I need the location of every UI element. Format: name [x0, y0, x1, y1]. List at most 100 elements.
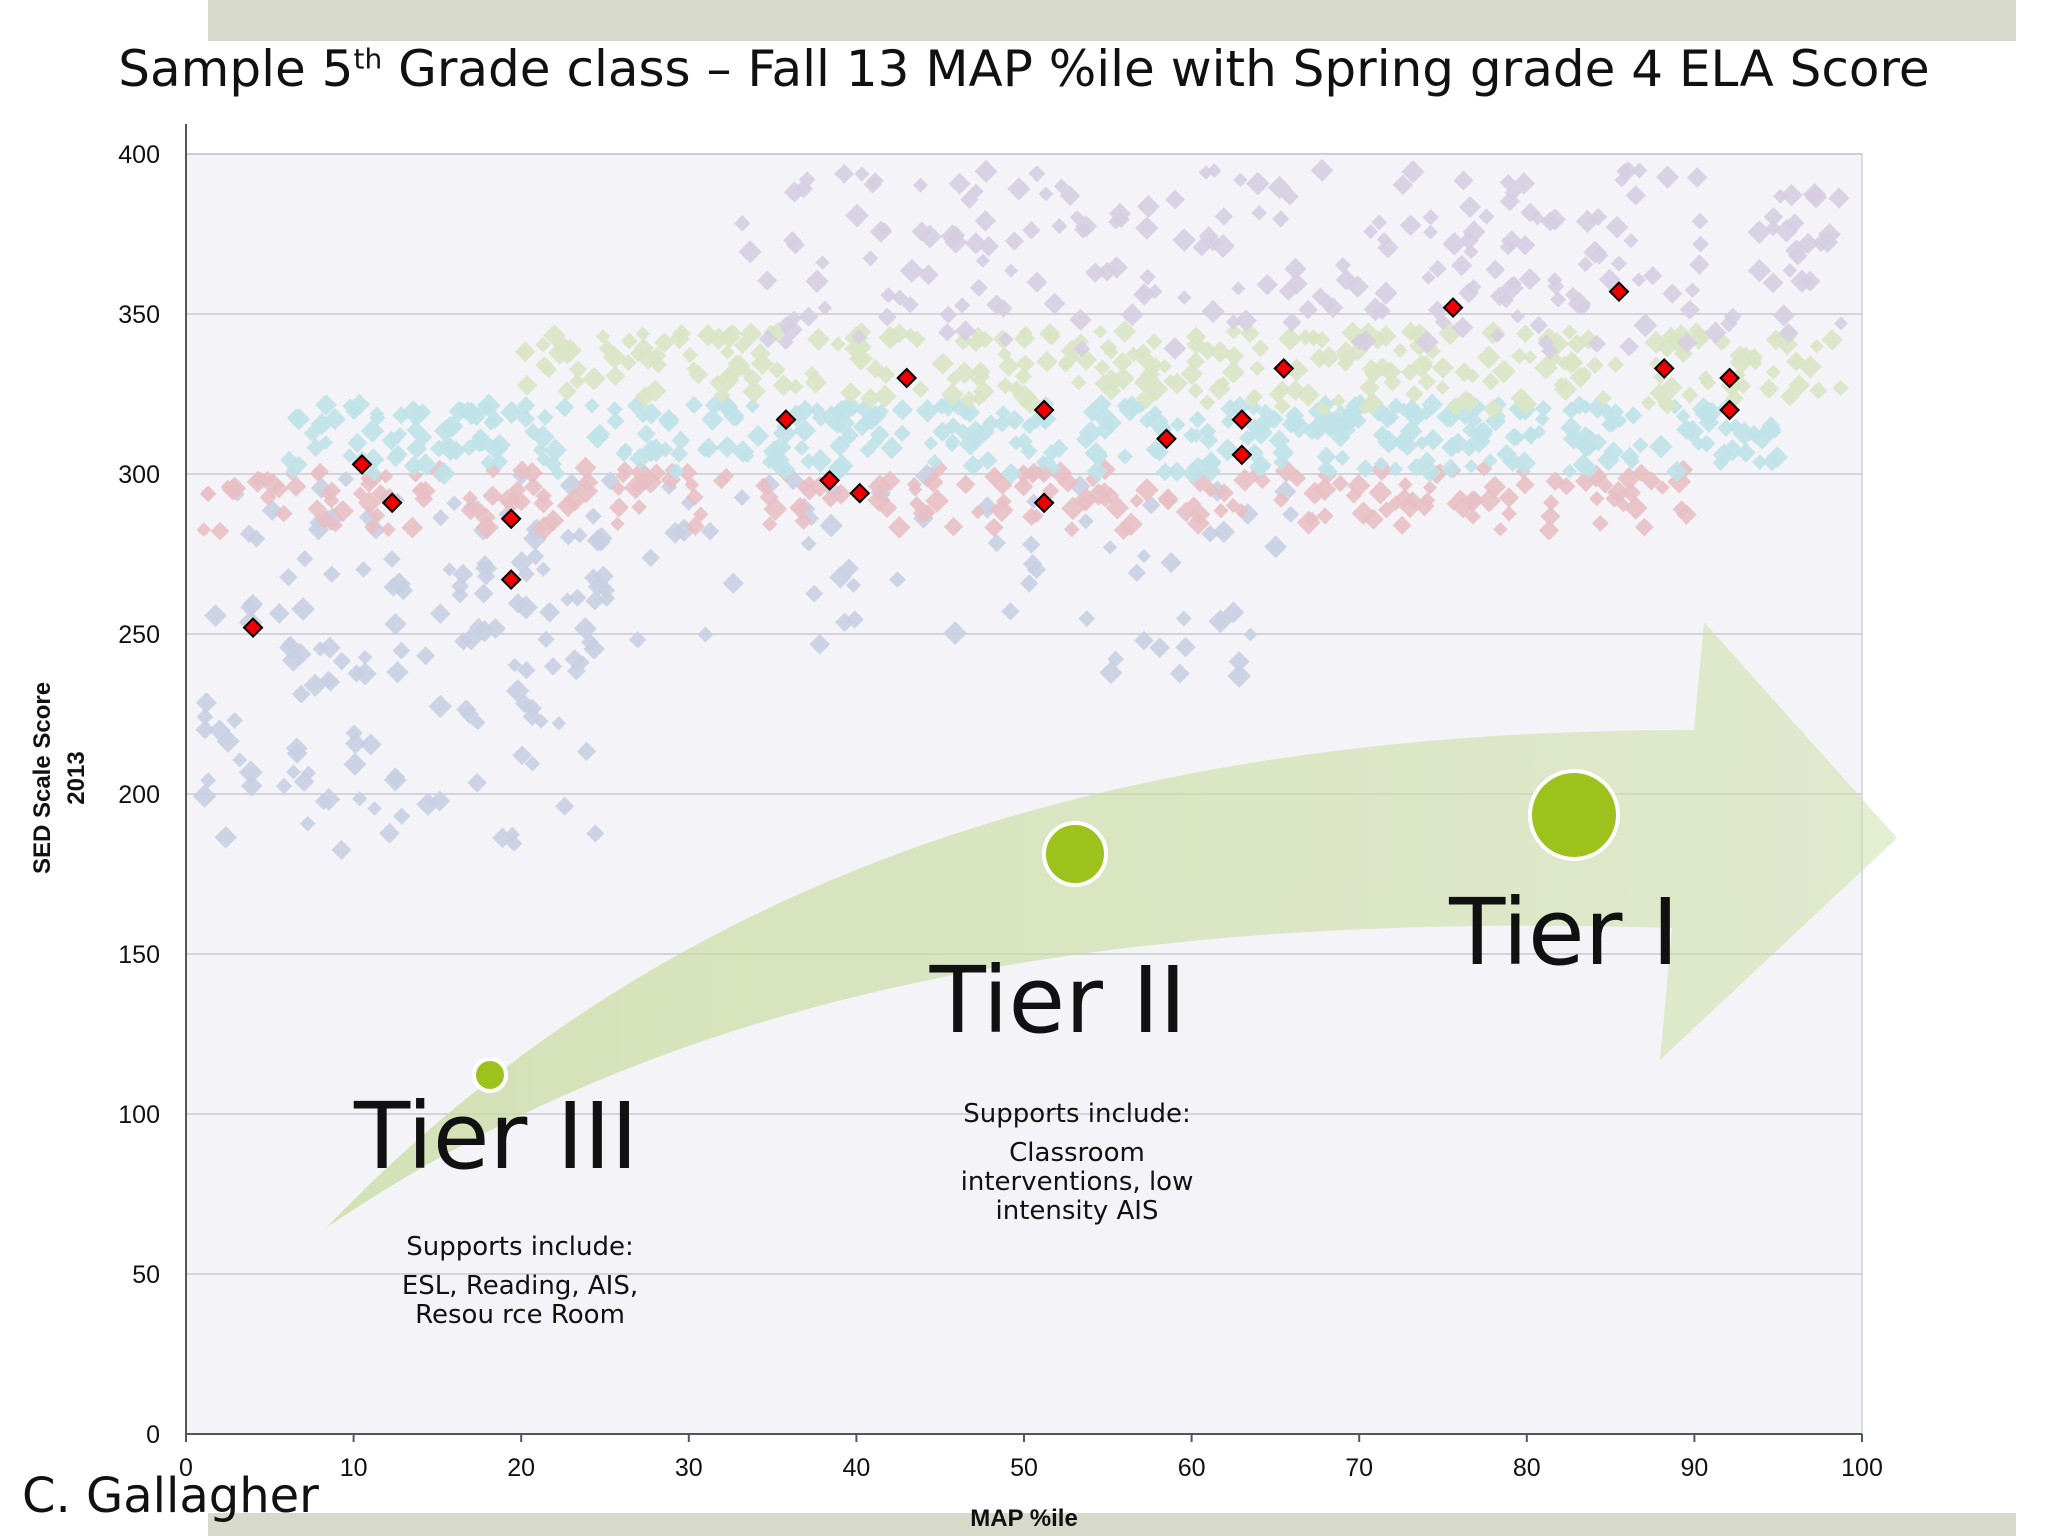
background-point: [1692, 235, 1710, 253]
background-point: [815, 255, 830, 270]
background-point: [1202, 481, 1219, 498]
background-point: [1198, 341, 1218, 361]
highlight-point: [1442, 297, 1464, 319]
background-point: [1676, 332, 1698, 353]
background-point: [925, 489, 949, 513]
background-point: [1368, 480, 1393, 505]
background-point: [968, 183, 984, 199]
background-point: [1729, 345, 1751, 367]
background-point: [1384, 409, 1400, 425]
background-point: [1351, 332, 1369, 350]
background-point: [1631, 272, 1647, 288]
background-point: [1233, 468, 1257, 492]
background-point: [971, 390, 987, 406]
background-point: [1442, 232, 1467, 256]
background-point: [1144, 377, 1169, 402]
background-point: [1028, 165, 1046, 183]
background-point: [974, 210, 997, 232]
background-point: [842, 397, 862, 417]
background-point: [1466, 490, 1483, 507]
background-point: [629, 631, 647, 649]
background-point: [1409, 354, 1434, 379]
background-point: [1363, 508, 1384, 530]
background-point: [1020, 574, 1039, 593]
background-point: [1170, 416, 1186, 433]
background-point: [516, 396, 536, 415]
background-point: [204, 604, 227, 628]
background-point: [1102, 540, 1118, 555]
background-point: [670, 444, 689, 463]
background-point: [318, 636, 341, 659]
background-point: [1821, 328, 1844, 351]
background-point: [501, 491, 523, 514]
background-point: [1414, 435, 1430, 451]
background-point: [1417, 372, 1436, 391]
background-point: [809, 402, 825, 418]
background-point: [845, 577, 861, 593]
background-point: [911, 380, 930, 398]
background-point: [200, 485, 217, 503]
highlight-point: [381, 492, 403, 514]
background-point: [1296, 510, 1321, 535]
background-point: [965, 420, 986, 440]
background-point: [1506, 275, 1522, 292]
tier-2-supports: Supports include: Classroom intervention…: [932, 1100, 1222, 1226]
background-point: [1499, 174, 1517, 191]
background-point: [987, 533, 1006, 553]
background-point: [1832, 379, 1849, 397]
background-point: [899, 258, 924, 283]
background-point: [1631, 162, 1648, 179]
background-point: [467, 772, 488, 793]
background-point: [512, 492, 531, 512]
background-point: [745, 398, 761, 414]
background-point: [342, 448, 357, 464]
highlight-point: [1719, 399, 1741, 421]
background-point: [903, 327, 918, 342]
background-point: [1073, 340, 1091, 358]
background-point: [274, 504, 293, 523]
background-point: [1013, 476, 1034, 497]
background-point: [1309, 348, 1330, 369]
background-point: [954, 297, 971, 314]
background-point: [1245, 399, 1262, 416]
background-point: [941, 383, 964, 406]
background-point: [1780, 183, 1803, 207]
background-point: [1220, 414, 1236, 430]
background-point: [635, 326, 651, 341]
background-point: [1634, 517, 1654, 537]
background-point: [1078, 610, 1096, 628]
background-point: [1038, 186, 1054, 202]
background-point: [891, 399, 914, 421]
background-point: [990, 498, 1014, 523]
background-point: [804, 365, 820, 382]
background-point: [1550, 291, 1567, 308]
background-point: [473, 619, 496, 643]
background-point: [1063, 521, 1080, 538]
background-point: [1421, 270, 1436, 285]
background-point: [1422, 209, 1439, 226]
background-point: [1008, 435, 1024, 451]
background-point: [1498, 292, 1514, 309]
background-point: [945, 225, 966, 245]
y-tick-label: 250: [118, 621, 160, 649]
background-point: [1598, 403, 1616, 421]
background-point: [1809, 339, 1825, 354]
background-point: [1331, 474, 1349, 493]
background-point: [216, 729, 240, 753]
background-point: [1199, 394, 1216, 411]
background-point: [460, 705, 480, 725]
background-point: [475, 507, 496, 528]
background-point: [1186, 326, 1207, 347]
background-point: [845, 203, 869, 228]
background-point: [1113, 520, 1134, 540]
x-tick-label: 70: [1345, 1454, 1373, 1482]
background-point: [268, 603, 290, 624]
background-point: [1590, 246, 1609, 265]
background-point: [834, 612, 855, 632]
background-point: [967, 365, 991, 388]
background-point: [554, 397, 575, 418]
background-point: [1774, 219, 1799, 243]
background-point: [1561, 324, 1578, 340]
background-point: [817, 300, 833, 316]
background-point: [301, 765, 317, 781]
